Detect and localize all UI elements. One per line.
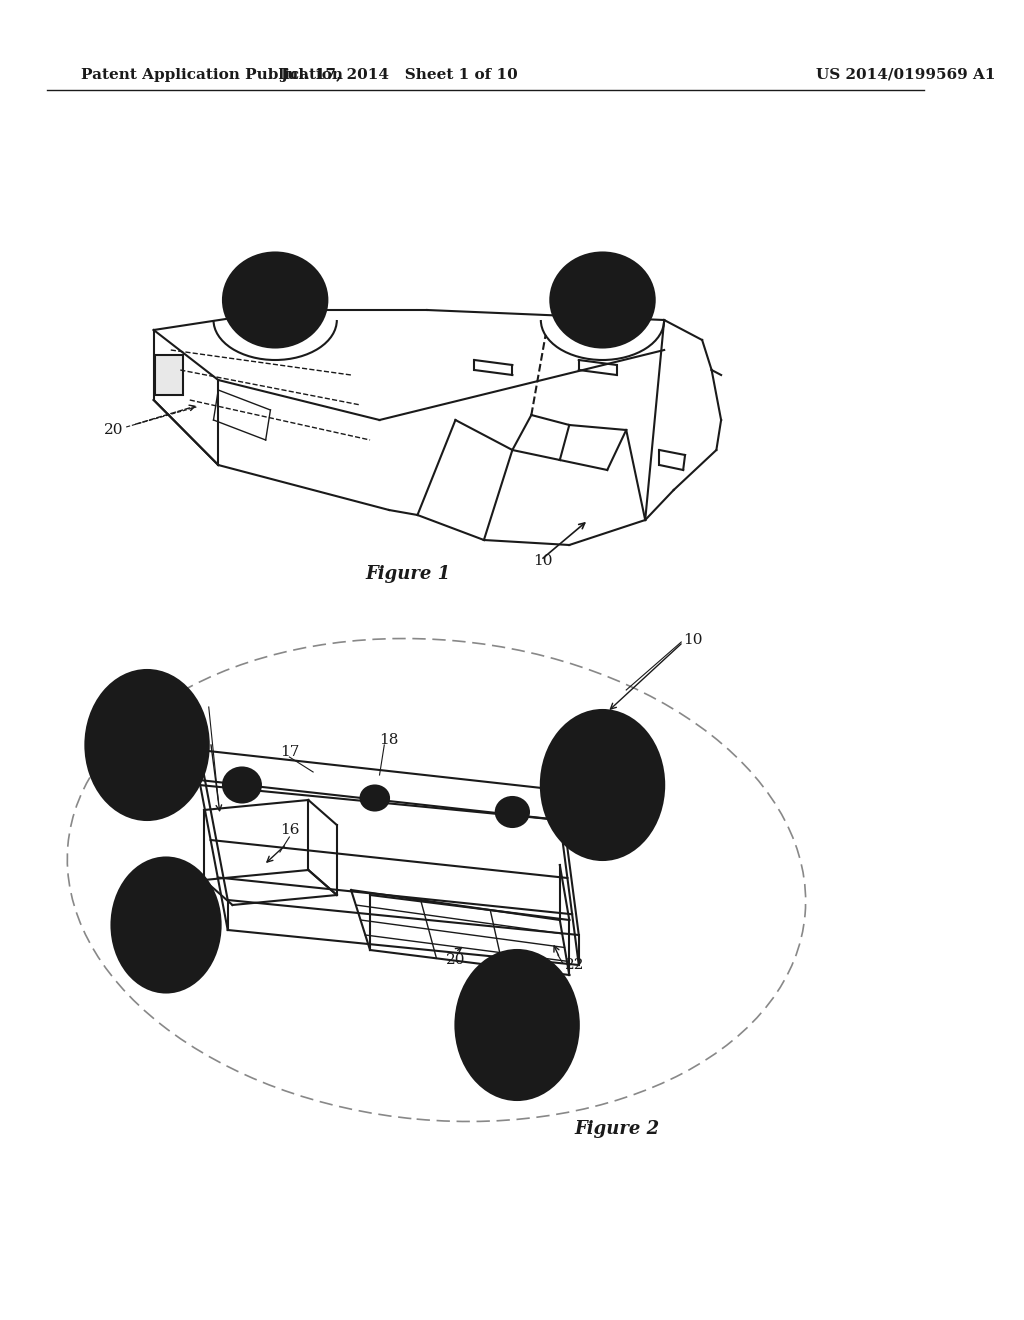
- Text: 16: 16: [280, 822, 299, 837]
- Text: US 2014/0199569 A1: US 2014/0199569 A1: [816, 69, 995, 82]
- Text: 18: 18: [379, 733, 398, 747]
- Text: Patent Application Publication: Patent Application Publication: [81, 69, 343, 82]
- Ellipse shape: [129, 879, 203, 972]
- Ellipse shape: [456, 950, 579, 1100]
- Text: 17: 17: [280, 744, 299, 759]
- Text: 10: 10: [532, 554, 553, 568]
- Ellipse shape: [112, 858, 220, 993]
- Ellipse shape: [541, 710, 665, 861]
- Text: 20: 20: [445, 953, 465, 968]
- Ellipse shape: [223, 767, 261, 803]
- Text: Figure 1: Figure 1: [366, 565, 451, 583]
- FancyBboxPatch shape: [155, 355, 183, 395]
- Text: 22: 22: [564, 958, 584, 972]
- Text: Figure 2: Figure 2: [574, 1119, 659, 1138]
- Ellipse shape: [560, 733, 645, 837]
- Ellipse shape: [230, 774, 254, 796]
- Ellipse shape: [588, 767, 616, 803]
- Ellipse shape: [550, 252, 654, 347]
- Ellipse shape: [104, 693, 189, 797]
- Ellipse shape: [591, 289, 614, 312]
- Text: 20: 20: [104, 422, 124, 437]
- Text: 10: 10: [683, 634, 702, 647]
- Ellipse shape: [133, 727, 162, 763]
- Ellipse shape: [360, 785, 389, 810]
- Text: Jul. 17, 2014   Sheet 1 of 10: Jul. 17, 2014 Sheet 1 of 10: [280, 69, 517, 82]
- Ellipse shape: [496, 797, 529, 828]
- Text: 14: 14: [171, 693, 190, 708]
- Ellipse shape: [242, 271, 308, 330]
- Ellipse shape: [223, 252, 328, 347]
- Ellipse shape: [85, 671, 209, 820]
- Ellipse shape: [154, 909, 178, 940]
- Text: 12: 12: [616, 822, 636, 837]
- Ellipse shape: [503, 1007, 531, 1043]
- Ellipse shape: [474, 973, 560, 1077]
- Ellipse shape: [263, 289, 287, 312]
- Ellipse shape: [569, 271, 636, 330]
